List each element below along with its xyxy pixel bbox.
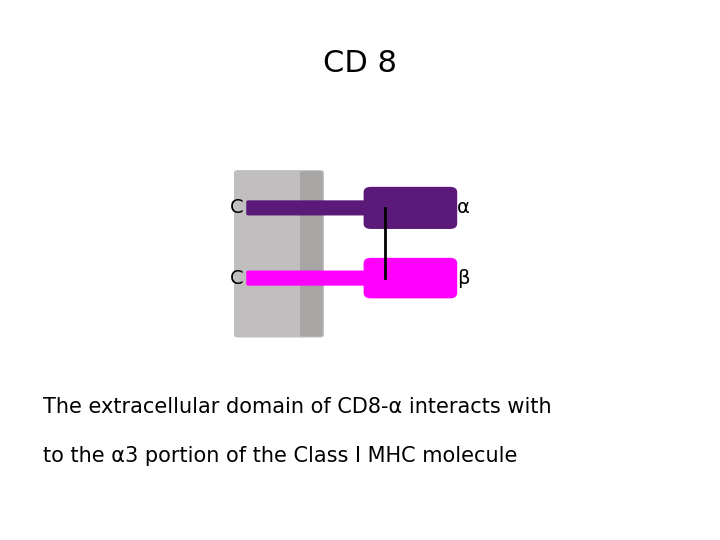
Text: α: α — [457, 198, 470, 218]
Text: C: C — [230, 198, 243, 218]
Text: C: C — [230, 268, 243, 288]
Text: The extracellular domain of CD8-α interacts with: The extracellular domain of CD8-α intera… — [43, 397, 552, 417]
Text: β: β — [457, 268, 469, 288]
Text: to the α3 portion of the Class I MHC molecule: to the α3 portion of the Class I MHC mol… — [43, 446, 518, 465]
Text: CD 8: CD 8 — [323, 49, 397, 78]
